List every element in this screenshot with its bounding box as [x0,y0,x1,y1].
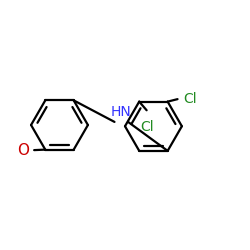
Text: O: O [17,143,29,158]
Text: Cl: Cl [140,120,153,134]
Text: Cl: Cl [184,92,197,106]
Text: HN: HN [110,106,131,120]
